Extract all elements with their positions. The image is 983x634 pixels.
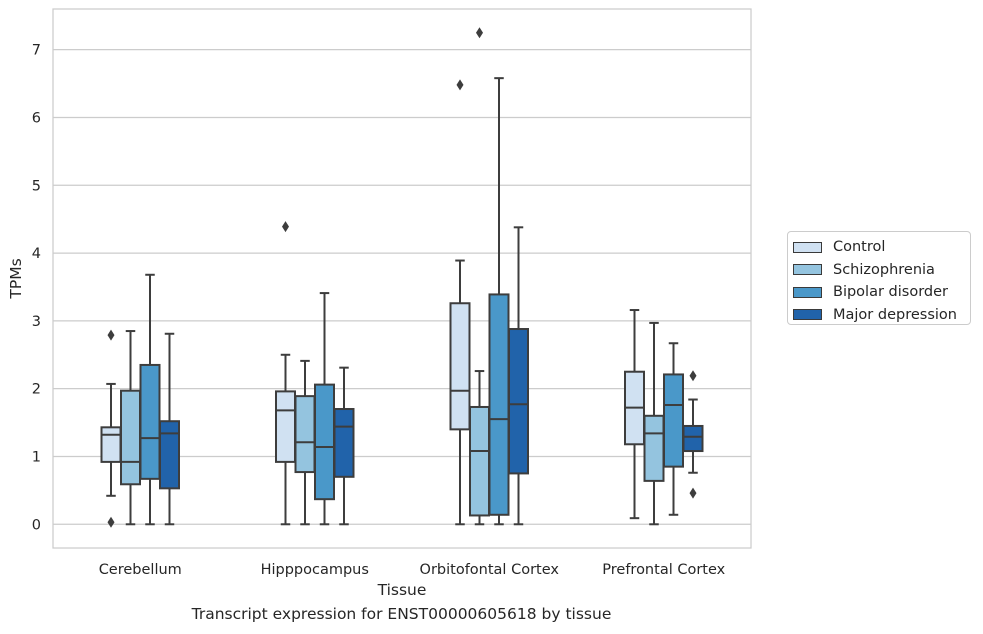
legend-label: Schizophrenia [833,261,935,278]
box-body [508,328,529,475]
y-tick-label: 1 [32,449,41,465]
y-tick-label: 4 [32,246,41,262]
box-bipolar-disorder-2 [488,77,510,526]
legend-item: Control [792,236,970,259]
y-tick-label: 5 [32,178,41,194]
box-major-depression-3 [682,370,704,499]
legend-swatch [793,286,822,298]
x-axis-label: Tissue [377,581,427,599]
chart-caption: Transcript expression for ENST0000060561… [191,605,612,623]
legend-item: Schizophrenia [792,259,970,282]
box-body [159,420,180,490]
box-body [663,373,684,468]
legend-label: Bipolar disorder [833,284,948,301]
legend-label: Control [833,239,886,256]
y-tick-label: 6 [32,110,41,126]
box-major-depression-2 [508,226,529,526]
box-body [294,395,316,474]
box-control-0 [100,329,122,528]
box-body [643,414,665,482]
box-body [469,405,490,517]
outlier-point [456,79,464,91]
legend: Control Schizophrenia Bipolar disorder Majo… [787,231,971,325]
legend-item: Bipolar disorder [792,281,970,304]
plot-frame [52,8,752,549]
x-tick-label: Hipppocampus [261,562,369,578]
box-schizophrenia-0 [120,330,141,526]
box-control-2 [449,79,471,526]
box-control-3 [624,309,645,520]
x-tick-labels: Cerebellum Hipppocampus Orbitofontal Corte… [99,562,726,578]
box-bipolar-disorder-0 [139,273,161,526]
box-schizophrenia-2 [469,27,490,526]
outlier-point [107,329,115,341]
box-major-depression-1 [333,366,355,526]
outlier-point [476,27,483,39]
outlier-point [689,487,697,499]
outlier-point [689,370,697,382]
outlier-point [282,221,289,233]
y-tick-labels: 0 1 2 3 4 5 6 7 [32,43,41,534]
legend-swatch [793,309,822,321]
x-tick-label: Prefrontal Cortex [602,562,725,578]
box-body [488,293,510,516]
box-body [449,302,471,431]
outlier-point [107,516,115,528]
box-body [120,389,141,486]
box-body [139,363,161,480]
x-tick-label: Cerebellum [99,562,182,578]
box-control-1 [275,221,296,526]
y-tick-label: 2 [32,382,41,398]
box-schizophrenia-3 [643,321,665,526]
box-body [682,424,704,453]
boxes [100,27,704,528]
legend-label: Major depression [833,306,957,323]
legend-swatch [793,264,822,276]
box-body [100,426,122,463]
y-tick-label: 3 [32,314,41,330]
box-bipolar-disorder-3 [663,342,684,516]
box-body [314,383,335,501]
box-major-depression-0 [159,332,180,526]
y-tick-label: 7 [32,43,41,59]
legend-swatch [793,241,822,253]
box-schizophrenia-1 [294,359,316,526]
legend-item: Major depression [792,304,970,327]
box-bipolar-disorder-1 [314,292,335,526]
x-tick-label: Orbitofontal Cortex [420,562,560,578]
box-body [275,390,296,463]
y-axis-label: TPMs [7,258,25,299]
box-body [333,408,355,478]
y-tick-label: 0 [32,517,41,533]
